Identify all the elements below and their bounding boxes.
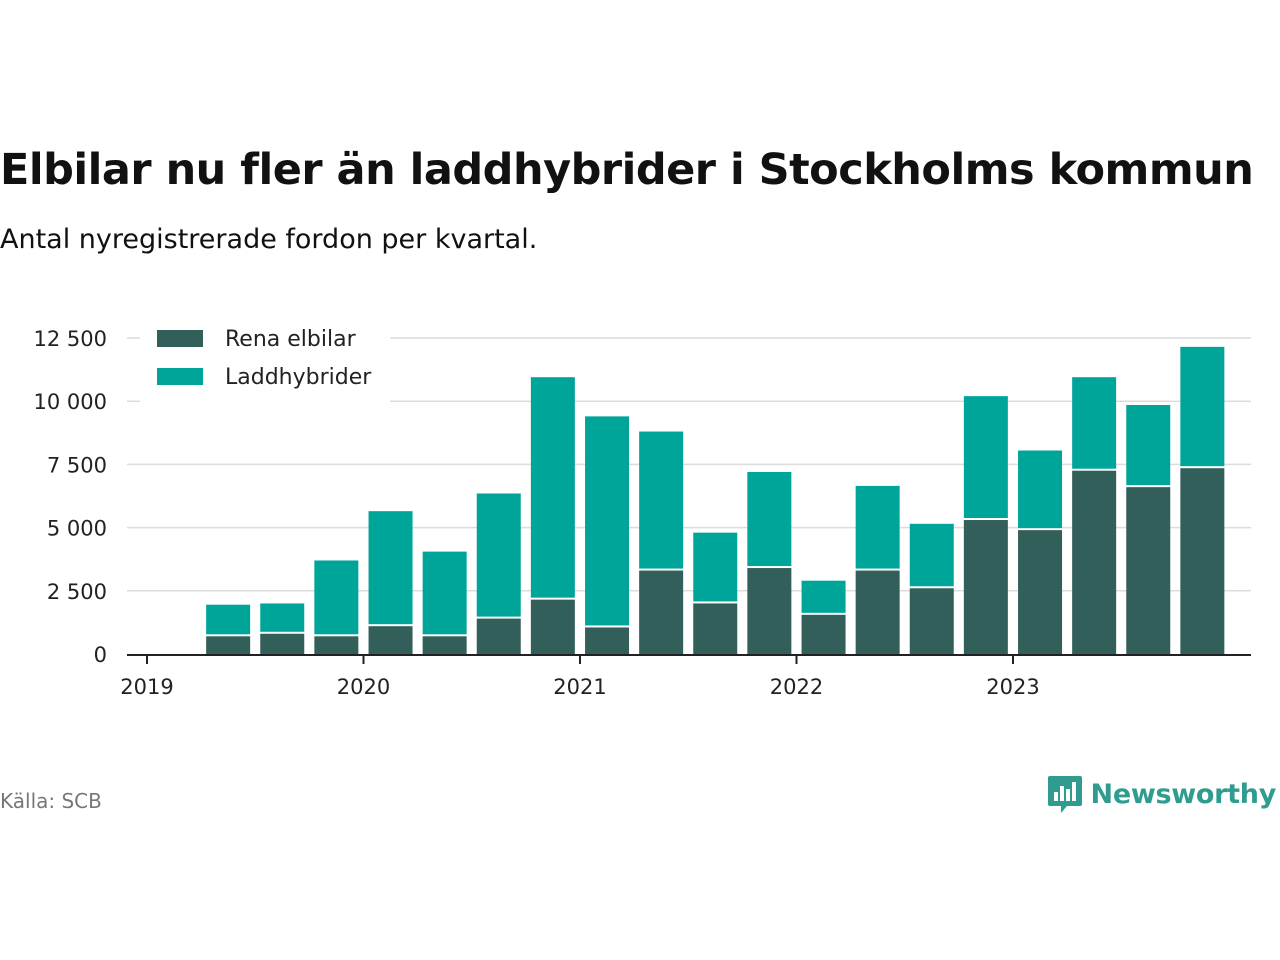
stacked-bar-chart: 0 2 500 5 000 7 500 10 000 12 500 Rena elbilar…: [34, 322, 1251, 699]
bar-rena-elbilar: [1072, 470, 1117, 654]
x-tick-label: 2022: [770, 675, 823, 699]
bar-laddhybrider: [368, 511, 413, 625]
y-tick-label: 5 000: [47, 517, 107, 541]
bar-laddhybrider: [855, 485, 900, 569]
y-tick-label: 7 500: [47, 453, 107, 477]
bar-rena-elbilar: [801, 614, 846, 654]
bar-rena-elbilar: [747, 568, 792, 654]
bar-laddhybrider: [639, 431, 684, 569]
legend-swatch-laddhybrider: [157, 368, 203, 385]
bar-rena-elbilar: [1018, 530, 1063, 654]
bar-rena-elbilar: [314, 636, 359, 654]
bar-rena-elbilar: [368, 626, 413, 654]
bar-laddhybrider: [585, 416, 630, 626]
chart-title: Elbilar nu fler än laddhybrider i Stockh…: [0, 145, 1254, 195]
bar-laddhybrider: [801, 580, 846, 613]
bar-laddhybrider: [1126, 404, 1171, 486]
y-tick-label: 10 000: [34, 390, 107, 414]
bar-laddhybrider: [1072, 377, 1117, 469]
bar-rena-elbilar: [1180, 468, 1225, 654]
x-tick-label: 2019: [120, 675, 173, 699]
bar-laddhybrider: [1018, 450, 1063, 529]
bar-rena-elbilar: [1126, 487, 1171, 654]
bar-rena-elbilar: [639, 570, 684, 654]
legend-label-rena-elbilar: Rena elbilar: [225, 327, 357, 352]
y-tick-label: 0: [94, 643, 107, 667]
newsworthy-logo-icon: [1047, 776, 1082, 813]
bar-rena-elbilar: [476, 618, 521, 654]
chart-subtitle: Antal nyregistrerade fordon per kvartal.: [0, 224, 538, 255]
bar-laddhybrider: [530, 377, 575, 598]
bar-rena-elbilar: [422, 636, 467, 654]
bar-laddhybrider: [1180, 346, 1225, 467]
bar-rena-elbilar: [855, 570, 900, 654]
y-tick-label: 2 500: [47, 580, 107, 604]
bar-rena-elbilar: [693, 603, 738, 654]
legend-label-laddhybrider: Laddhybrider: [225, 365, 372, 390]
bar-rena-elbilar: [909, 588, 954, 654]
bar-laddhybrider: [693, 532, 738, 602]
source-note: Källa: SCB: [0, 789, 102, 813]
bar-rena-elbilar: [206, 636, 251, 654]
x-tick-label: 2021: [553, 675, 606, 699]
x-tick-label: 2023: [986, 675, 1039, 699]
bar-rena-elbilar: [963, 520, 1008, 654]
brand-name: Newsworthy: [1090, 778, 1277, 810]
legend-swatch-rena-elbilar: [157, 330, 203, 347]
x-tick-label: 2020: [337, 675, 390, 699]
bar-laddhybrider: [476, 493, 521, 617]
bar-rena-elbilar: [530, 599, 575, 654]
y-tick-label: 12 500: [34, 327, 107, 351]
bar-laddhybrider: [747, 471, 792, 567]
bar-laddhybrider: [422, 551, 467, 635]
bar-laddhybrider: [314, 560, 359, 635]
brand-logo: Newsworthy: [1047, 774, 1276, 814]
bar-rena-elbilar: [260, 633, 305, 654]
bar-laddhybrider: [909, 523, 954, 587]
bar-rena-elbilar: [585, 627, 630, 654]
bar-laddhybrider: [260, 603, 305, 632]
bar-laddhybrider: [963, 396, 1008, 519]
bar-laddhybrider: [206, 604, 251, 635]
